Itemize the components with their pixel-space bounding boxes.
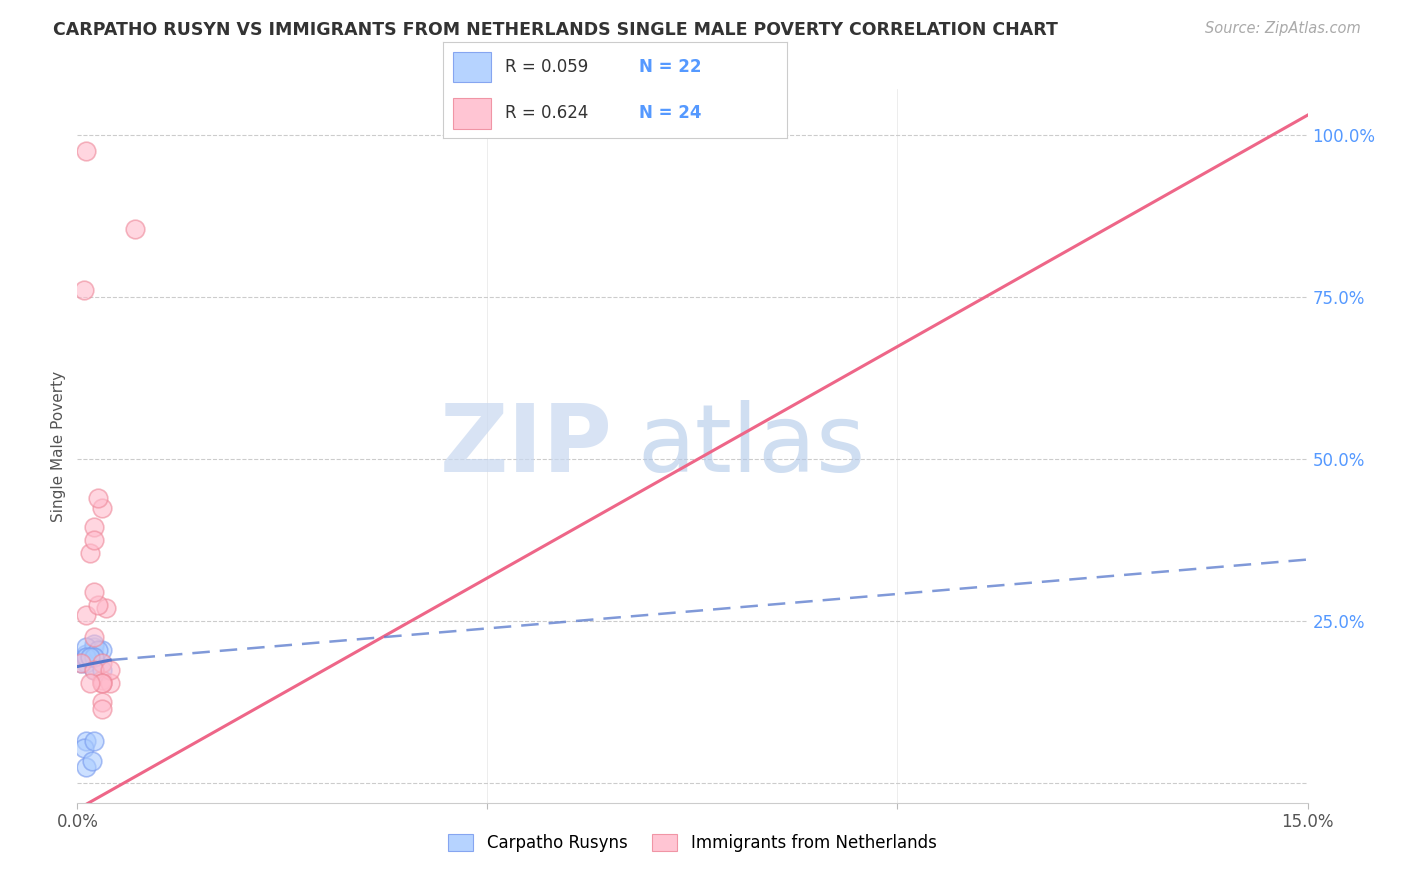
Legend: Carpatho Rusyns, Immigrants from Netherlands: Carpatho Rusyns, Immigrants from Netherl… [441,827,943,859]
Point [79,649,101,664]
Point [75,649,97,664]
Point [75,649,97,664]
Point [83,585,105,599]
Point [90,663,114,677]
Point [83,663,105,677]
Point [75,647,97,661]
Point [87,643,110,657]
Point [83,649,105,664]
Point [75,760,97,774]
Point [94,601,117,615]
Point [83,637,105,651]
Point [98,663,121,677]
Point [90,673,114,687]
Point [82,754,104,768]
Point [79,649,101,664]
Point [90,675,114,690]
Point [98,675,121,690]
Text: R = 0.059: R = 0.059 [505,58,588,76]
Text: N = 22: N = 22 [640,58,702,76]
Text: CARPATHO RUSYN VS IMMIGRANTS FROM NETHERLANDS SINGLE MALE POVERTY CORRELATION CH: CARPATHO RUSYN VS IMMIGRANTS FROM NETHER… [53,21,1059,38]
Point [83,631,105,645]
Point [75,640,97,654]
Point [83,640,105,654]
Point [90,695,114,709]
Point [75,657,97,671]
Point [87,598,110,612]
Bar [453,98,491,128]
Point [83,533,105,547]
Point [83,520,105,534]
Point [90,675,114,690]
Text: Source: ZipAtlas.com: Source: ZipAtlas.com [1205,21,1361,36]
Text: N = 24: N = 24 [640,104,702,122]
Point [75,607,97,622]
Point [83,663,105,677]
Point [75,144,97,158]
Point [83,649,105,664]
Text: R = 0.624: R = 0.624 [505,104,588,122]
Point [79,649,101,664]
Point [90,500,114,515]
Point [79,546,101,560]
Text: ZIP: ZIP [440,400,613,492]
Point [83,734,105,748]
Point [90,702,114,716]
Point [87,491,110,505]
Point [73,283,96,297]
Point [75,734,97,748]
Point [90,657,114,671]
Y-axis label: Single Male Poverty: Single Male Poverty [51,370,66,522]
Point [70,657,93,671]
Point [124,221,146,235]
Point [79,675,101,690]
Point [90,643,114,657]
Text: atlas: atlas [637,400,865,492]
Point [70,657,93,671]
Point [73,740,96,755]
Bar [453,52,491,82]
